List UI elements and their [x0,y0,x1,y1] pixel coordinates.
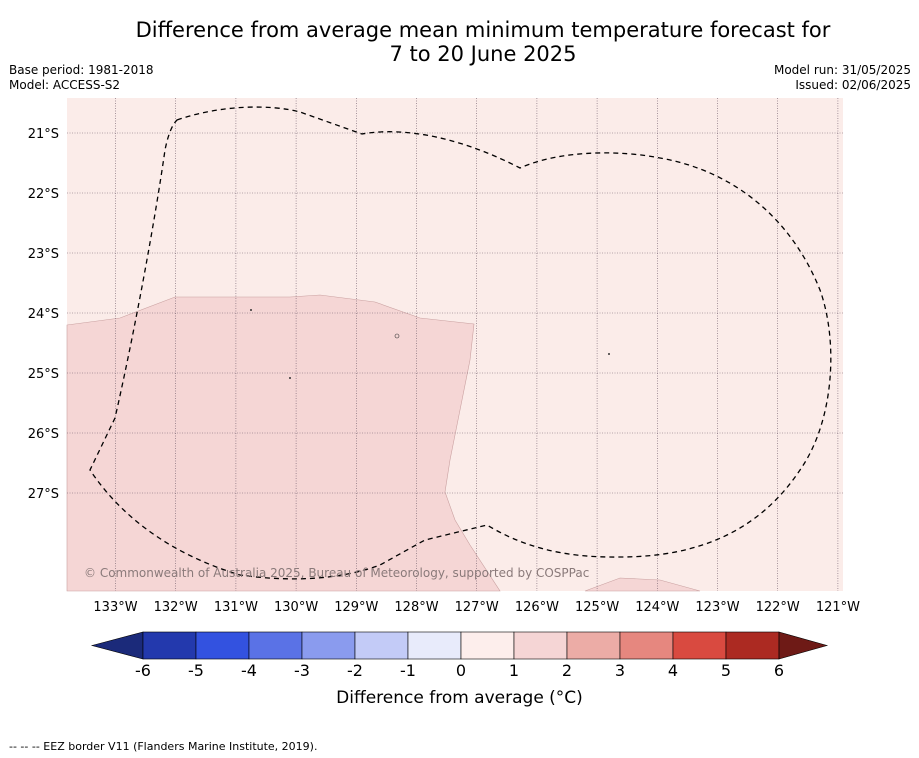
colorbar-tick: 4 [668,661,678,680]
colorbar-swatch [460,631,515,660]
lon-label: 123°W [695,600,739,615]
meta-left: Base period: 1981-2018 Model: ACCESS-S2 [9,63,154,93]
base-period: Base period: 1981-2018 [9,63,154,77]
colorbar-tick: 5 [721,661,731,680]
island-marker-3 [394,333,400,339]
colorbar-extend-high [778,631,829,660]
lon-label: 121°W [816,600,860,615]
title-line-2: 7 to 20 June 2025 [389,42,577,66]
map-title: Difference from average mean minimum tem… [0,18,919,66]
eez-border [89,106,832,580]
longitude-labels: 133°W 132°W 131°W 130°W 129°W 128°W 127°W 126°W… [93,600,860,615]
colorbar-tick: 1 [509,661,519,680]
lat-label: 25°S [28,367,59,382]
lat-label: 21°S [28,127,59,142]
island-marker-2 [289,377,291,379]
colorbar-swatch [513,631,568,660]
colorbar-tick: -3 [294,661,310,680]
anomaly-region-1-2 [66,294,501,592]
colorbar-swatch [725,631,780,660]
model-name: Model: ACCESS-S2 [9,78,121,92]
lon-label: 125°W [575,600,619,615]
colorbar-tick: -5 [188,661,204,680]
colorbar-swatch [301,631,356,660]
colorbar-extend-low [90,631,144,660]
gridlines [67,98,843,591]
lon-label: 130°W [274,600,318,615]
colorbar-label: Difference from average (°C) [336,688,583,708]
lon-label: 129°W [334,600,378,615]
lon-label: 132°W [154,600,198,615]
lon-label: 127°W [455,600,499,615]
colorbar-tick: 6 [774,661,784,680]
colorbar-tick: -1 [400,661,416,680]
anomaly-region-1-2-south [584,577,701,592]
colorbar-swatch [248,631,303,660]
issued-date: Issued: 02/06/2025 [795,78,911,92]
colorbar-swatch [619,631,674,660]
latitude-labels: 21°S 22°S 23°S 24°S 25°S 26°S 27°S [28,127,59,502]
colorbar-tick: 0 [456,661,466,680]
model-run: Model run: 31/05/2025 [773,63,911,77]
colorbar-tick: 2 [562,661,572,680]
lat-label: 22°S [28,187,59,202]
lon-label: 124°W [635,600,679,615]
colorbar-swatch [672,631,727,660]
meta-right: Model run: 31/05/2025 Issued: 02/06/2025 [774,63,911,93]
colorbar-swatch [195,631,250,660]
lat-label: 27°S [28,487,59,502]
island-marker-1 [250,309,252,311]
title-line-1: Difference from average mean minimum tem… [135,18,831,42]
colorbar-tick: -2 [347,661,363,680]
lon-label: 128°W [394,600,438,615]
colorbar-swatch [354,631,409,660]
eez-legend: -- -- -- EEZ border V11 (Flanders Marine… [9,740,318,753]
colorbar-tick: 3 [615,661,625,680]
lon-label: 126°W [515,600,559,615]
lat-label: 26°S [28,427,59,442]
colorbar-tick: -4 [241,661,257,680]
lon-label: 133°W [93,600,137,615]
colorbar-tick: -6 [135,661,151,680]
colorbar-swatch [566,631,621,660]
lat-label: 24°S [28,307,59,322]
colorbar: -6 -5 -4 -3 -2 -1 0 1 2 3 4 5 6 [90,631,829,680]
lon-label: 122°W [756,600,800,615]
colorbar-swatch [407,631,462,660]
copyright-text: © Commonwealth of Australia 2025, Bureau… [84,566,589,580]
colorbar-swatch [142,631,197,660]
forecast-map: 21°S22°S23°S24°S25°S26°S27°S 133°W 132°W 1… [28,98,860,680]
island-marker-4 [608,353,610,355]
lat-label: 23°S [28,247,59,262]
lon-label: 131°W [214,600,258,615]
